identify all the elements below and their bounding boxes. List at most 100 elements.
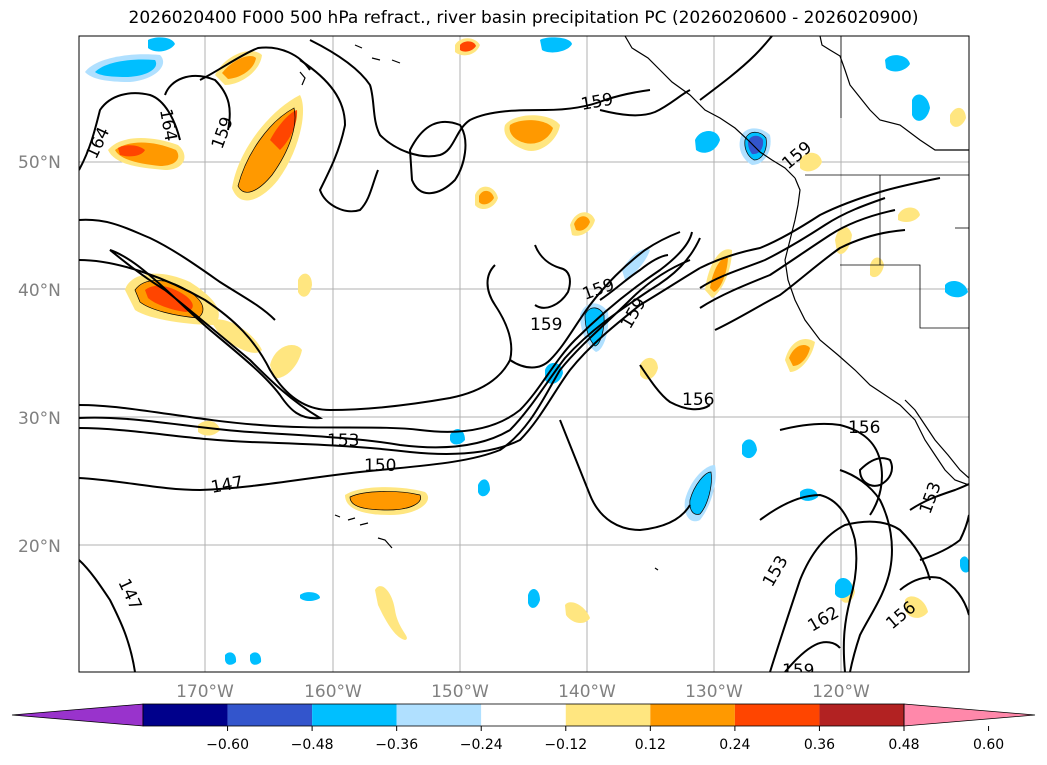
contour-coastal-4 (714, 229, 906, 331)
borders (805, 36, 969, 329)
patch-negative (250, 652, 262, 665)
map-content: 164 164 159 159 159 159 159 159 156 156 … (79, 36, 969, 681)
colorbar-segment (143, 704, 228, 726)
refractivity-contours (79, 36, 969, 672)
map-title: 2026020400 F000 500 hPa refract., river … (128, 8, 919, 28)
colorbar: −0.60 −0.48 −0.36 −0.24 −0.12 0.12 0.24 0.36 0.4… (11, 703, 1036, 753)
patch-negative (885, 55, 910, 72)
patch-positive (870, 257, 884, 278)
coastline-hawaii (334, 514, 393, 549)
patch-outline (349, 491, 422, 511)
lon-label: 120°W (812, 682, 870, 702)
colorbar-tick-label: −0.36 (375, 737, 418, 753)
contour-label: 159 (782, 661, 814, 681)
colorbar-tick-label: −0.48 (291, 737, 334, 753)
patch-positive (210, 319, 262, 353)
colorbar-segment (312, 704, 397, 726)
patch-outline (134, 280, 204, 319)
lon-label: 150°W (431, 682, 489, 702)
contour-159e (299, 59, 379, 213)
contour-label: 156 (848, 418, 880, 438)
contour-156e (858, 457, 893, 487)
patch-positive (905, 596, 928, 618)
patch-positive (950, 107, 966, 127)
lon-label: 130°W (685, 682, 743, 702)
contour-161 (79, 218, 276, 321)
contour-156f (899, 576, 969, 616)
lat-label: 20°N (18, 537, 61, 557)
patch-negative (450, 428, 465, 445)
contour-159m (699, 36, 773, 101)
patch-positive (898, 207, 920, 223)
patch-positive (565, 602, 590, 624)
patch-negative (622, 248, 650, 280)
map-frame (78, 35, 970, 673)
colorbar-segment (396, 704, 482, 726)
colorbar-segment (481, 704, 566, 726)
contour-153d (919, 514, 969, 561)
colorbar-tick-label: 0.36 (804, 737, 835, 753)
patch-positive (222, 55, 256, 79)
contour-156 (79, 231, 693, 433)
contour-159j (839, 469, 893, 672)
patch-negative (148, 37, 175, 52)
colorbar-tick-label: 0.12 (635, 737, 666, 753)
contour-159d (408, 120, 467, 195)
contour-159b (199, 46, 311, 81)
colorbar-segment (650, 704, 735, 726)
patch-negative (300, 592, 320, 601)
patch-negative (945, 280, 968, 298)
patch-positive (270, 110, 298, 150)
contour-coastal-3 (699, 209, 896, 309)
contour-159c (309, 39, 651, 158)
contour-coastal-1 (699, 177, 941, 269)
patch-outline (689, 471, 712, 515)
contour-150 (79, 267, 701, 455)
contour-159l (599, 89, 691, 117)
contour-164b (164, 75, 231, 131)
patch-positive (800, 152, 822, 172)
colorbar-segment (227, 704, 313, 726)
contour-153b (759, 493, 858, 672)
contour-153 (79, 237, 701, 449)
patch-negative (742, 439, 757, 459)
coastline-island (654, 567, 659, 571)
coastline-alaska-canada (819, 36, 969, 151)
patch-outline (744, 131, 767, 161)
contour-156c (559, 419, 691, 532)
lat-label: 50°N (18, 153, 61, 173)
contour-159-closed (109, 249, 324, 420)
patch-negative (478, 479, 490, 497)
contour-164 (79, 92, 181, 171)
patch-negative (528, 588, 540, 608)
contour-label: 150 (364, 456, 396, 476)
colorbar-extend-low (11, 703, 144, 727)
patch-positive (479, 190, 494, 205)
colorbar-extend-high (903, 703, 1036, 727)
colorbar-tick-label: −0.60 (206, 737, 249, 753)
lat-label: 30°N (18, 409, 61, 429)
contour-162 (769, 520, 931, 672)
coastline-west-coast (784, 177, 969, 486)
patch-negative (748, 135, 764, 155)
contour-159i (599, 254, 669, 301)
contour-159h (534, 244, 571, 309)
patch-positive (789, 345, 810, 366)
lon-label: 170°W (176, 682, 234, 702)
patch-positive (640, 357, 658, 380)
latitude-labels: 50°N 40°N 30°N 20°N (18, 153, 61, 557)
contour-159f (79, 259, 513, 412)
contour-153c (909, 483, 969, 511)
longitude-labels: 170°W 160°W 150°W 140°W 130°W 120°W (176, 682, 870, 702)
patch-positive (118, 145, 145, 157)
contour-label: 159 (530, 315, 562, 335)
patch-positive (270, 345, 302, 379)
colorbar-segment (819, 704, 904, 726)
patch-positive (509, 120, 553, 144)
coastlines (299, 36, 969, 571)
patch-negative (225, 652, 237, 665)
patch-negative (95, 59, 157, 77)
patch-negative (835, 577, 853, 599)
contour-label: 156 (682, 390, 714, 410)
